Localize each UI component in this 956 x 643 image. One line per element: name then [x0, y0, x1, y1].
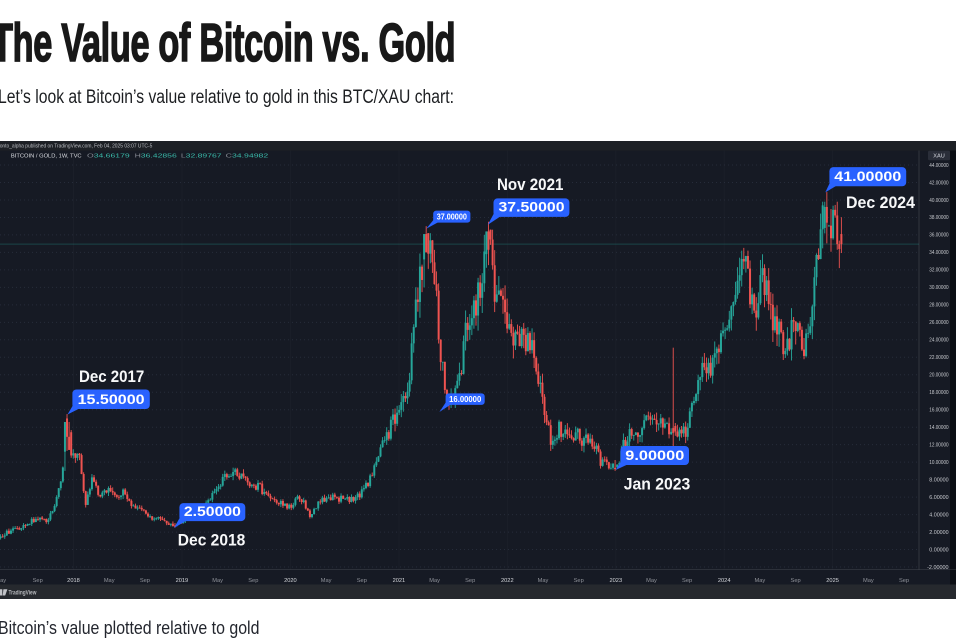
- svg-text:26.00000: 26.00000: [929, 320, 948, 326]
- svg-text:May: May: [429, 578, 440, 584]
- svg-text:May: May: [0, 578, 6, 584]
- svg-text:24.00000: 24.00000: [929, 338, 948, 344]
- svg-text:2021: 2021: [393, 578, 406, 584]
- svg-text:16.00000: 16.00000: [449, 395, 482, 404]
- svg-text:May: May: [104, 578, 115, 584]
- svg-text:Sep: Sep: [33, 578, 43, 584]
- svg-text:H36.42856: H 36.42856: [135, 153, 177, 159]
- svg-text:Sep: Sep: [140, 578, 150, 584]
- svg-text:4.00000: 4.00000: [929, 512, 949, 518]
- svg-text:6.00000: 6.00000: [929, 495, 949, 501]
- svg-text:Sep: Sep: [465, 578, 475, 584]
- svg-text:May: May: [646, 578, 657, 584]
- svg-text:20.00000: 20.00000: [929, 373, 948, 379]
- svg-text:C34.94982: C 34.94982: [226, 153, 269, 159]
- svg-text:18.00000: 18.00000: [929, 390, 948, 396]
- svg-text:14.00000: 14.00000: [929, 425, 948, 431]
- svg-text:8.00000: 8.00000: [929, 477, 949, 483]
- svg-text:2019: 2019: [176, 578, 189, 584]
- svg-text:O34.66179: O 34.66179: [87, 153, 130, 159]
- svg-text:Dec 2024: Dec 2024: [846, 194, 915, 212]
- svg-text:Sep: Sep: [574, 578, 584, 584]
- svg-text:10.00000: 10.00000: [929, 460, 948, 466]
- svg-text:34.00000: 34.00000: [929, 250, 948, 256]
- svg-text:2018: 2018: [67, 578, 80, 584]
- svg-text:May: May: [212, 578, 223, 584]
- svg-text:BITCOIN / GOLD, 1W, TVC: BITCOIN / GOLD, 1W, TVC: [11, 153, 82, 159]
- svg-text:May: May: [321, 578, 332, 584]
- svg-text:XAU: XAU: [933, 154, 945, 160]
- svg-text:38.00000: 38.00000: [929, 215, 948, 221]
- svg-text:0.00000: 0.00000: [929, 547, 949, 553]
- svg-text:Nov 2021: Nov 2021: [497, 176, 563, 194]
- svg-text:toronto_alpha published on Tra: toronto_alpha published on TradingView.c…: [0, 144, 152, 150]
- svg-text:2023: 2023: [609, 578, 622, 584]
- svg-text:16.00000: 16.00000: [929, 408, 948, 414]
- svg-text:May: May: [755, 578, 766, 584]
- svg-text:2022: 2022: [501, 578, 514, 584]
- svg-text:36.00000: 36.00000: [929, 233, 948, 239]
- svg-text:30.00000: 30.00000: [929, 285, 948, 291]
- svg-text:Jan 2023: Jan 2023: [624, 476, 691, 494]
- svg-text:37.50000: 37.50000: [499, 200, 565, 215]
- svg-text:-2.00000: -2.00000: [927, 565, 949, 571]
- svg-text:L32.89767: L 32.89767: [181, 153, 222, 159]
- svg-text:12.00000: 12.00000: [929, 442, 948, 448]
- svg-text:2024: 2024: [718, 578, 731, 584]
- svg-text:May: May: [863, 578, 874, 584]
- svg-text:Sep: Sep: [682, 578, 692, 584]
- svg-text:40.00000: 40.00000: [929, 198, 948, 204]
- svg-text:Sep: Sep: [248, 578, 258, 584]
- svg-text:Dec 2018: Dec 2018: [178, 532, 246, 550]
- svg-text:28.00000: 28.00000: [929, 303, 948, 309]
- svg-text:2.00000: 2.00000: [929, 530, 949, 536]
- svg-text:9.00000: 9.00000: [625, 448, 684, 463]
- svg-text:Sep: Sep: [791, 578, 801, 584]
- svg-text:42.00000: 42.00000: [929, 180, 948, 186]
- svg-text:May: May: [538, 578, 549, 584]
- svg-text:41.00000: 41.00000: [834, 169, 901, 184]
- svg-text:2025: 2025: [826, 578, 839, 584]
- svg-text:2.50000: 2.50000: [184, 504, 241, 519]
- svg-text:Sep: Sep: [357, 578, 367, 584]
- svg-text:37.00000: 37.00000: [437, 213, 468, 222]
- svg-text:44.00000: 44.00000: [929, 163, 948, 169]
- svg-text:15.50000: 15.50000: [78, 392, 145, 407]
- svg-text:TradingView: TradingView: [9, 591, 37, 597]
- svg-text:Sep: Sep: [899, 578, 909, 584]
- svg-text:Dec 2017: Dec 2017: [79, 368, 144, 386]
- svg-text:32.00000: 32.00000: [929, 268, 948, 274]
- svg-text:2020: 2020: [284, 578, 297, 584]
- svg-text:22.00000: 22.00000: [929, 355, 948, 361]
